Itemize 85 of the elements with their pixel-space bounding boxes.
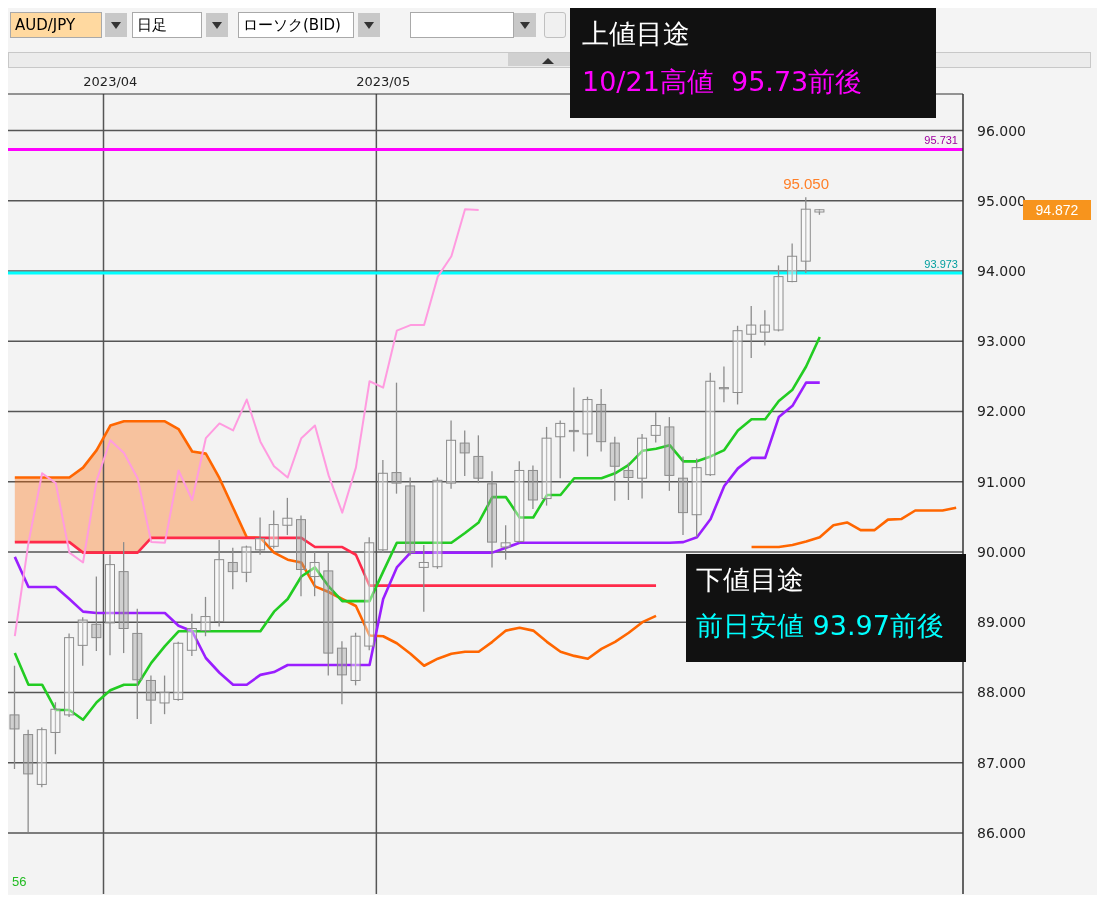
- candlestick: [350, 632, 361, 687]
- candlestick: [718, 365, 729, 403]
- candlestick: [159, 674, 170, 715]
- candlestick: [336, 640, 347, 706]
- candlestick: [432, 476, 443, 570]
- y-tick-label: 88.000: [977, 684, 1026, 701]
- text: ローソク(BID): [238, 12, 354, 38]
- candlestick: [309, 551, 320, 597]
- y-tick-label: 90.000: [977, 543, 1026, 560]
- candlestick: [596, 388, 607, 453]
- candlestick: [446, 419, 457, 490]
- candlestick: [541, 426, 552, 507]
- x-tick-label: 2023/05: [356, 74, 411, 89]
- candlestick: [568, 386, 579, 453]
- candlestick: [132, 608, 143, 720]
- text: 上値目途: [582, 17, 690, 51]
- candlestick: [759, 309, 770, 347]
- y-tick-label: 86.000: [977, 824, 1026, 841]
- candlestick: [800, 196, 811, 274]
- candlestick: [23, 729, 34, 833]
- candlestick: [118, 541, 129, 654]
- annotation: 56: [12, 874, 27, 889]
- candlestick: [105, 554, 115, 656]
- candlestick: [650, 411, 661, 444]
- candlestick: [145, 674, 156, 725]
- ref-line-label: 93.973: [924, 257, 958, 270]
- candlestick: [787, 242, 798, 283]
- candlestick: [227, 547, 238, 590]
- candlestick: [514, 460, 525, 544]
- candlestick: [459, 429, 470, 477]
- candlestick: [691, 457, 702, 538]
- candlestick: [555, 419, 566, 479]
- candlestick: [746, 305, 757, 359]
- candlestick: [487, 470, 497, 569]
- candlestick: [173, 641, 184, 702]
- candlestick: [50, 701, 61, 755]
- text: AUD/JPY: [10, 12, 102, 38]
- candlestick: [323, 551, 334, 677]
- candlestick: [36, 726, 47, 788]
- candlestick: [200, 596, 211, 637]
- candlestick: [637, 433, 648, 500]
- candlestick: [527, 464, 538, 510]
- candlestick: [214, 539, 225, 628]
- annotation: 10/21高値 95.73前後: [582, 65, 863, 99]
- candlestick: [296, 514, 306, 597]
- candlestick: [91, 575, 102, 652]
- candlestick: [473, 434, 484, 484]
- candlestick: [405, 476, 416, 557]
- candlestick: [364, 536, 375, 651]
- candlestick: [9, 665, 20, 770]
- candlestick: [582, 396, 593, 458]
- annotation: 下値目途: [696, 563, 804, 597]
- candlestick: [377, 459, 388, 554]
- y-tick-label: 91.000: [977, 473, 1026, 490]
- candlestick: [255, 516, 266, 556]
- candlestick: [268, 509, 279, 550]
- y-tick-label: 92.000: [977, 403, 1026, 420]
- candlestick: [609, 436, 620, 502]
- y-tick-label: 93.000: [977, 333, 1026, 350]
- ref-line-label: 95.731: [924, 134, 958, 147]
- candlestick: [623, 462, 634, 501]
- candlestick: [705, 372, 716, 477]
- annotation: 95.050: [782, 175, 831, 193]
- x-tick-label: 2023/04: [83, 74, 138, 89]
- candlestick: [282, 497, 293, 536]
- candlestick: [241, 544, 252, 583]
- y-tick-label: 96.000: [977, 122, 1026, 139]
- candlestick: [500, 524, 511, 561]
- candlestick: [186, 613, 197, 657]
- candlestick: [391, 382, 402, 495]
- y-tick-label: 89.000: [977, 614, 1026, 631]
- y-tick-label: 95.000: [977, 192, 1026, 209]
- text: 94.872: [1035, 201, 1079, 218]
- candlestick: [77, 616, 88, 667]
- text: 日足: [132, 12, 202, 38]
- candlestick: [678, 455, 688, 536]
- line-series: [13, 208, 480, 638]
- candlestick: [732, 325, 743, 406]
- candlestick: [664, 416, 675, 492]
- y-tick-label: 94.000: [977, 263, 1026, 279]
- annotation: 前日安値 93.97前後: [696, 609, 944, 643]
- candlestick: [64, 632, 75, 718]
- candlestick: [773, 264, 784, 333]
- y-tick-label: 87.000: [977, 754, 1026, 771]
- candlestick: [418, 544, 429, 613]
